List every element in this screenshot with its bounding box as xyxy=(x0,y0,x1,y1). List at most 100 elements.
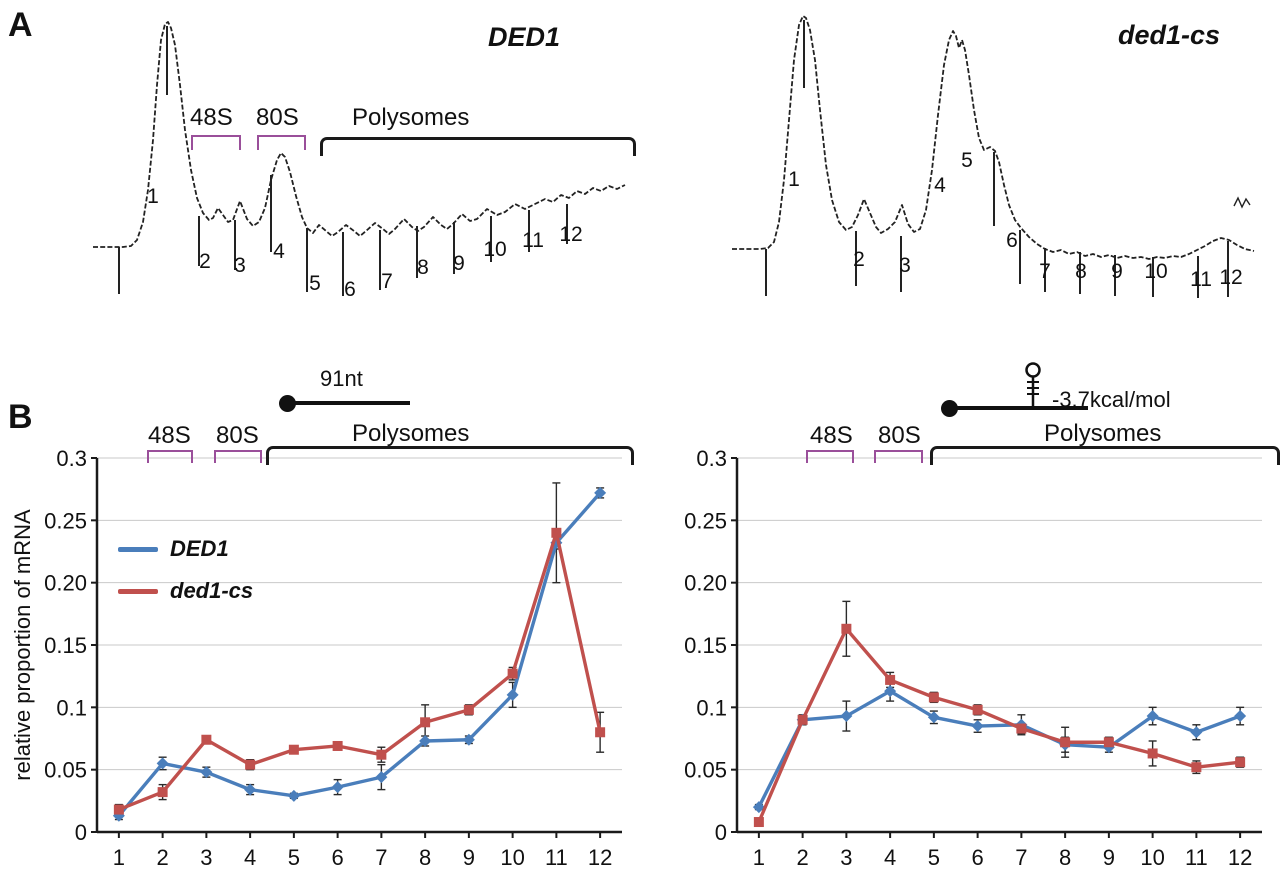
legend: DED1 ded1-cs xyxy=(118,536,253,604)
svg-text:9: 9 xyxy=(1103,845,1115,870)
legend-item-ded1: DED1 xyxy=(118,536,253,562)
svg-text:10: 10 xyxy=(483,238,506,261)
annotation-48s-a: 48S xyxy=(190,104,233,131)
svg-text:7: 7 xyxy=(381,270,393,293)
mrna-distribution-chart-hairpin: 00.050.10.150.200.250.31 2 3 4 5 6 7 8 9 10 11 12 xyxy=(684,446,1262,870)
svg-text:11: 11 xyxy=(1190,268,1212,291)
panel-b-label: B xyxy=(8,398,33,436)
annotation-48s-b-left: 48S xyxy=(148,422,191,449)
svg-text:10: 10 xyxy=(1140,845,1164,870)
svg-text:10: 10 xyxy=(1144,260,1167,283)
profile-title-ded1: DED1 xyxy=(488,22,561,52)
bracket-polysomes-b-right xyxy=(930,446,1280,465)
annotation-80s-a: 80S xyxy=(256,104,299,131)
bracket-80s-b-left xyxy=(214,450,262,463)
bracket-80s-b-right xyxy=(874,450,923,463)
svg-text:8: 8 xyxy=(1075,260,1087,283)
legend-line-ded1 xyxy=(118,546,158,552)
svg-text:0: 0 xyxy=(75,820,87,845)
svg-text:11: 11 xyxy=(545,845,568,870)
svg-text:0: 0 xyxy=(715,820,727,845)
svg-text:2: 2 xyxy=(853,248,865,271)
svg-text:0.1: 0.1 xyxy=(56,695,87,720)
svg-text:12: 12 xyxy=(1219,266,1242,289)
mrna-distribution-chart-91nt: 00.050.10.150.200.250.31 2 3 4 5 6 7 8 9 10 11 12 xyxy=(44,446,622,870)
annotation-80s-b-right: 80S xyxy=(878,422,921,449)
annotation-polysomes-b-right: Polysomes xyxy=(1044,420,1162,447)
svg-text:6: 6 xyxy=(972,845,984,870)
svg-text:4: 4 xyxy=(273,240,285,263)
svg-text:5: 5 xyxy=(309,272,321,295)
svg-text:6: 6 xyxy=(344,278,356,301)
svg-text:1: 1 xyxy=(113,845,125,870)
svg-text:7: 7 xyxy=(1015,845,1027,870)
legend-line-ded1cs xyxy=(118,588,158,594)
mrna-line-icon xyxy=(294,401,410,405)
svg-text:3: 3 xyxy=(200,845,212,870)
svg-text:5: 5 xyxy=(288,845,300,870)
svg-text:12: 12 xyxy=(559,223,582,246)
svg-text:9: 9 xyxy=(463,845,475,870)
svg-text:11: 11 xyxy=(522,229,544,252)
annotation-polysomes-b-left: Polysomes xyxy=(352,420,470,447)
bracket-80s-a xyxy=(257,135,306,150)
svg-text:3: 3 xyxy=(234,254,246,277)
svg-text:4: 4 xyxy=(884,845,896,870)
svg-text:6: 6 xyxy=(1006,229,1018,252)
annotation-80s-b-left: 80S xyxy=(216,422,259,449)
svg-text:10: 10 xyxy=(500,845,524,870)
y-axis-label: relative proportion of mRNA xyxy=(10,509,35,781)
svg-text:2: 2 xyxy=(797,845,809,870)
polysome-profile-chart-ded1: 12 345 6 78 910 11 12 xyxy=(93,21,626,301)
mrna-cap-icon xyxy=(941,400,958,417)
svg-text:5: 5 xyxy=(961,149,973,172)
svg-text:2: 2 xyxy=(157,845,169,870)
svg-text:0.3: 0.3 xyxy=(696,446,727,471)
svg-text:7: 7 xyxy=(375,845,387,870)
annotation-48s-b-right: 48S xyxy=(810,422,853,449)
legend-item-ded1cs: ded1-cs xyxy=(118,578,253,604)
svg-text:0.25: 0.25 xyxy=(684,508,727,533)
svg-text:0.05: 0.05 xyxy=(44,758,87,783)
svg-text:12: 12 xyxy=(1228,845,1252,870)
svg-text:6: 6 xyxy=(332,845,344,870)
svg-text:0.25: 0.25 xyxy=(44,508,87,533)
svg-text:0.15: 0.15 xyxy=(44,633,87,658)
legend-label-ded1cs: ded1-cs xyxy=(170,578,254,603)
svg-text:1: 1 xyxy=(147,185,159,208)
svg-text:8: 8 xyxy=(419,845,431,870)
svg-text:2: 2 xyxy=(199,250,211,273)
mrna-line-icon xyxy=(956,406,1088,410)
hairpin-energy-label: -3.7kcal/mol xyxy=(1052,387,1171,412)
svg-text:0.05: 0.05 xyxy=(684,758,727,783)
svg-text:4: 4 xyxy=(934,174,946,197)
svg-text:0.15: 0.15 xyxy=(684,633,727,658)
svg-text:5: 5 xyxy=(928,845,940,870)
bracket-48s-b-right xyxy=(806,450,854,463)
hairpin-icon xyxy=(1025,362,1041,408)
svg-text:12: 12 xyxy=(588,845,612,870)
svg-text:4: 4 xyxy=(244,845,256,870)
svg-text:0.3: 0.3 xyxy=(56,446,87,471)
bracket-polysomes-b-left xyxy=(266,446,634,465)
svg-text:3: 3 xyxy=(840,845,852,870)
bracket-48s-b-left xyxy=(147,450,193,463)
svg-text:1: 1 xyxy=(788,168,800,191)
svg-text:9: 9 xyxy=(453,252,465,275)
svg-text:8: 8 xyxy=(1059,845,1071,870)
svg-text:7: 7 xyxy=(1039,260,1051,283)
bracket-48s-a xyxy=(191,135,241,150)
profile-title-ded1cs: ded1-cs xyxy=(1118,20,1221,50)
construct-length-label: 91nt xyxy=(320,366,363,391)
annotation-polysomes-a: Polysomes xyxy=(352,104,470,131)
panel-a-label: A xyxy=(8,6,33,44)
legend-label-ded1: DED1 xyxy=(170,536,229,561)
svg-text:8: 8 xyxy=(417,256,429,279)
svg-text:0.20: 0.20 xyxy=(684,571,727,596)
svg-text:1: 1 xyxy=(753,845,765,870)
svg-text:0.20: 0.20 xyxy=(44,571,87,596)
svg-text:0.1: 0.1 xyxy=(696,695,727,720)
svg-text:9: 9 xyxy=(1111,260,1123,283)
